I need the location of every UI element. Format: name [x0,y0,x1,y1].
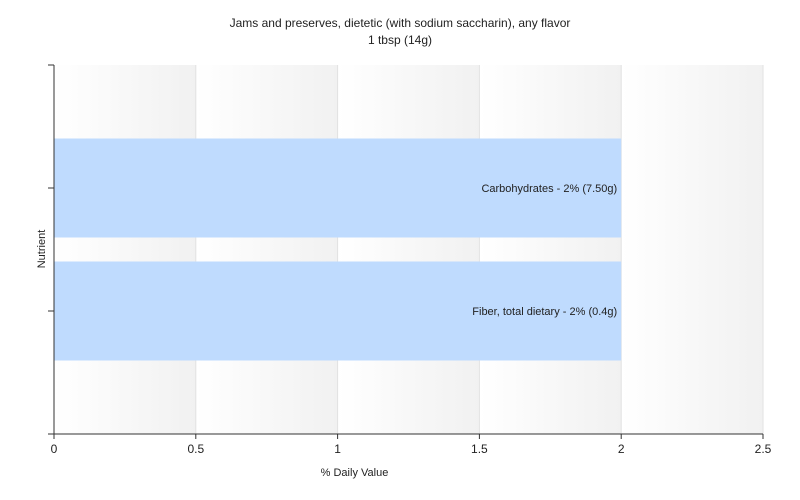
plot-band [54,65,196,434]
plot-band [621,65,763,434]
bar-label: Carbohydrates - 2% (7.50g) [481,183,617,195]
bar-label: Fiber, total dietary - 2% (0.4g) [472,306,617,318]
x-tick-label: 1.5 [471,442,488,456]
chart-subtitle: 1 tbsp (14g) [367,33,433,47]
plot-band [479,65,622,434]
bar[interactable] [54,261,622,361]
x-tick-label: 0.5 [187,442,204,456]
bar[interactable] [54,138,622,238]
x-tick-label: 2.5 [755,442,772,456]
y-axis-label: Nutrient [36,230,48,269]
plot-band [337,65,480,434]
chart-title: Jams and preserves, dietetic (with sodiu… [229,16,571,30]
x-tick-label: 0 [51,442,58,456]
x-axis-label: % Daily Value [321,467,389,479]
x-tick-label: 2 [618,442,625,456]
x-tick-label: 1 [334,442,341,456]
plot-band [195,65,338,434]
